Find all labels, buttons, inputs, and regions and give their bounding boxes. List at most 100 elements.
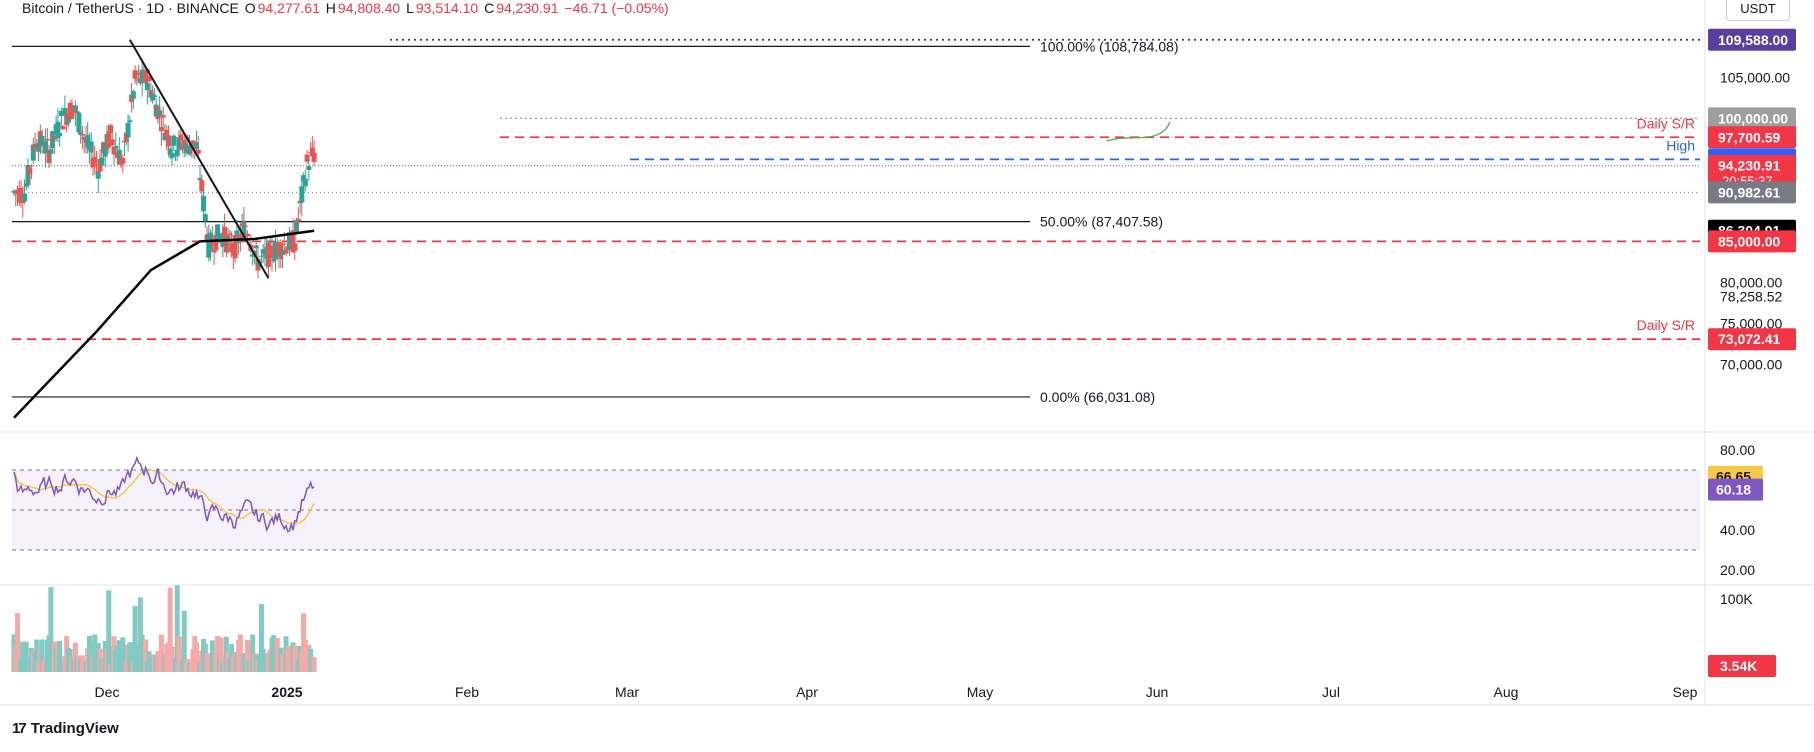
candle-body [79,133,85,136]
candle-body [176,136,182,150]
candle-body [151,95,157,98]
volume-bar [92,634,98,672]
price-badge-label: 97,700.59 [1718,129,1780,145]
candle-body [160,115,166,118]
low-label: L [406,0,414,16]
candle-body [109,139,115,146]
volume-bar [167,587,173,672]
price-tick-label: 80,000.00 [1720,274,1782,290]
volume-bar [258,604,264,672]
volume-bar [143,639,149,672]
rsi-tick-label: 80.00 [1720,442,1755,458]
volume-bar [132,605,138,672]
rsi-badge [1708,478,1763,501]
candle-body [172,154,178,157]
symbol-title[interactable]: Bitcoin / TetherUS · 1D · BINANCE [22,0,239,16]
candle-body [125,122,131,138]
candle-body [113,145,119,149]
tradingview-logo[interactable]: 17 TradingView [12,720,119,737]
candle-body [164,129,170,137]
volume-bar [271,635,277,672]
candle-body [20,200,26,204]
candle-body [227,233,233,236]
candle-body [197,178,203,181]
price-tick-label: 78,258.52 [1720,289,1782,305]
candle-body [304,154,310,162]
candle-body [283,249,289,254]
candle-body [58,110,64,117]
candle-body [201,196,207,212]
candle-body [281,243,287,245]
candle-body [181,140,187,145]
candle-body [158,127,164,132]
candle-body [95,170,101,179]
candle-body [127,120,133,123]
candle-body [48,149,54,154]
candle-body [157,110,163,116]
currency-selector[interactable]: USDT [1726,0,1790,21]
price-badge [1708,28,1796,51]
volume-bar [206,653,212,672]
candle-body [223,235,229,253]
high-label: H [325,0,336,16]
volume-bar [178,649,184,672]
brand-label: TradingView [30,720,119,737]
candle-body [244,233,250,237]
candle-body [51,135,57,140]
price-badge [1708,181,1796,204]
candle-body [179,144,185,150]
candle-body [222,226,228,243]
rsi-badge-label: 60.18 [1716,482,1751,498]
volume-bar [302,639,308,672]
candle-body [72,105,78,113]
candle-body [69,105,75,119]
price-badge [1708,126,1796,149]
candle-body [232,235,238,259]
candle-body [178,134,184,140]
level-annotation: High [1666,137,1695,153]
candle-body [311,152,317,162]
time-tick-label: Feb [455,684,479,700]
candle-body [162,133,168,141]
time-tick-label: Jul [1322,684,1340,700]
high-value: 94,808.40 [337,0,401,16]
price-tick-label: 70,000.00 [1720,356,1782,372]
time-tick-label: Jun [1146,684,1169,700]
candle-body [30,144,36,161]
candle-body [102,144,108,157]
price-badge-label: 94,230.91 [1718,158,1780,174]
candle-body [194,142,200,149]
candle-body [88,141,94,153]
candle-body [290,230,296,253]
volume-bar [174,585,180,672]
candle-body [146,76,152,82]
fib-level-label: 50.00% (87,407.58) [1040,214,1163,230]
volume-bar [129,641,135,672]
rsi-tick-label: 20.00 [1720,562,1755,578]
candle-body [134,79,140,81]
candle-body [292,243,298,251]
candle-body [213,234,219,251]
candle-body [199,180,205,192]
volume-bar [106,590,112,672]
candle-body [265,243,271,268]
low-value: 93,514.10 [415,0,479,16]
projection-sketch [1106,121,1171,142]
price-tick-label: 105,000.00 [1720,69,1790,85]
candle-body [272,241,278,260]
symbol-header: Bitcoin / TetherUS · 1D · BINANCE O 94,27… [22,0,671,16]
price-badge-label: 100,000.00 [1718,110,1788,126]
candle-body [171,135,177,146]
volume-bar [122,644,128,672]
candle-body [169,153,175,159]
candle-body [123,132,129,143]
candle-body [202,214,208,222]
candle-body [144,82,150,91]
candle-body [215,224,221,242]
candle-body [253,245,259,249]
candle-body [309,147,315,157]
volume-bar [215,635,221,672]
volume-bar [209,640,215,672]
candle-body [22,193,28,202]
